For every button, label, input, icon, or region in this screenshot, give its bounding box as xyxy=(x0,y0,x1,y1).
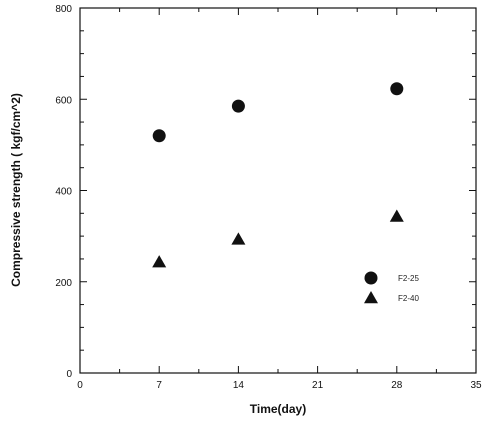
y-tick-label: 600 xyxy=(55,95,72,106)
data-point-f2-25 xyxy=(152,129,166,143)
x-tick-label: 35 xyxy=(470,380,482,391)
x-tick-label: 28 xyxy=(391,380,403,391)
data-point-f2-40 xyxy=(231,232,246,245)
legend-marker-f2-40 xyxy=(364,291,378,304)
legend-label-f2-25: F2-25 xyxy=(398,274,419,283)
plot-frame xyxy=(79,7,477,374)
legend-label-f2-40: F2-40 xyxy=(398,294,419,303)
data-marks xyxy=(152,82,404,268)
data-point-f2-25 xyxy=(231,99,245,113)
x-tick-label: 14 xyxy=(233,380,245,391)
y-tick-label: 0 xyxy=(66,369,72,380)
axes xyxy=(79,7,477,374)
y-tick-label: 400 xyxy=(55,187,72,198)
legend: F2-25 F2-40 xyxy=(364,271,419,304)
data-point-f2-40 xyxy=(389,209,404,222)
x-tick-label: 7 xyxy=(156,380,162,391)
data-point-f2-40 xyxy=(152,255,167,268)
x-tick-label: 21 xyxy=(312,380,324,391)
y-tick-label: 800 xyxy=(55,4,72,15)
tick-labels: 0 7 14 21 28 35 0 200 400 600 800 xyxy=(55,4,482,391)
x-tick-label: 0 xyxy=(77,380,83,391)
data-point-f2-25 xyxy=(390,82,404,96)
y-tick-label: 200 xyxy=(55,278,72,289)
x-axis-title: Time(day) xyxy=(250,402,306,416)
legend-marker-f2-25 xyxy=(364,271,378,285)
ticks xyxy=(79,7,477,374)
y-axis-title: Compressive strength ( kgf/cm^2) xyxy=(9,93,23,287)
